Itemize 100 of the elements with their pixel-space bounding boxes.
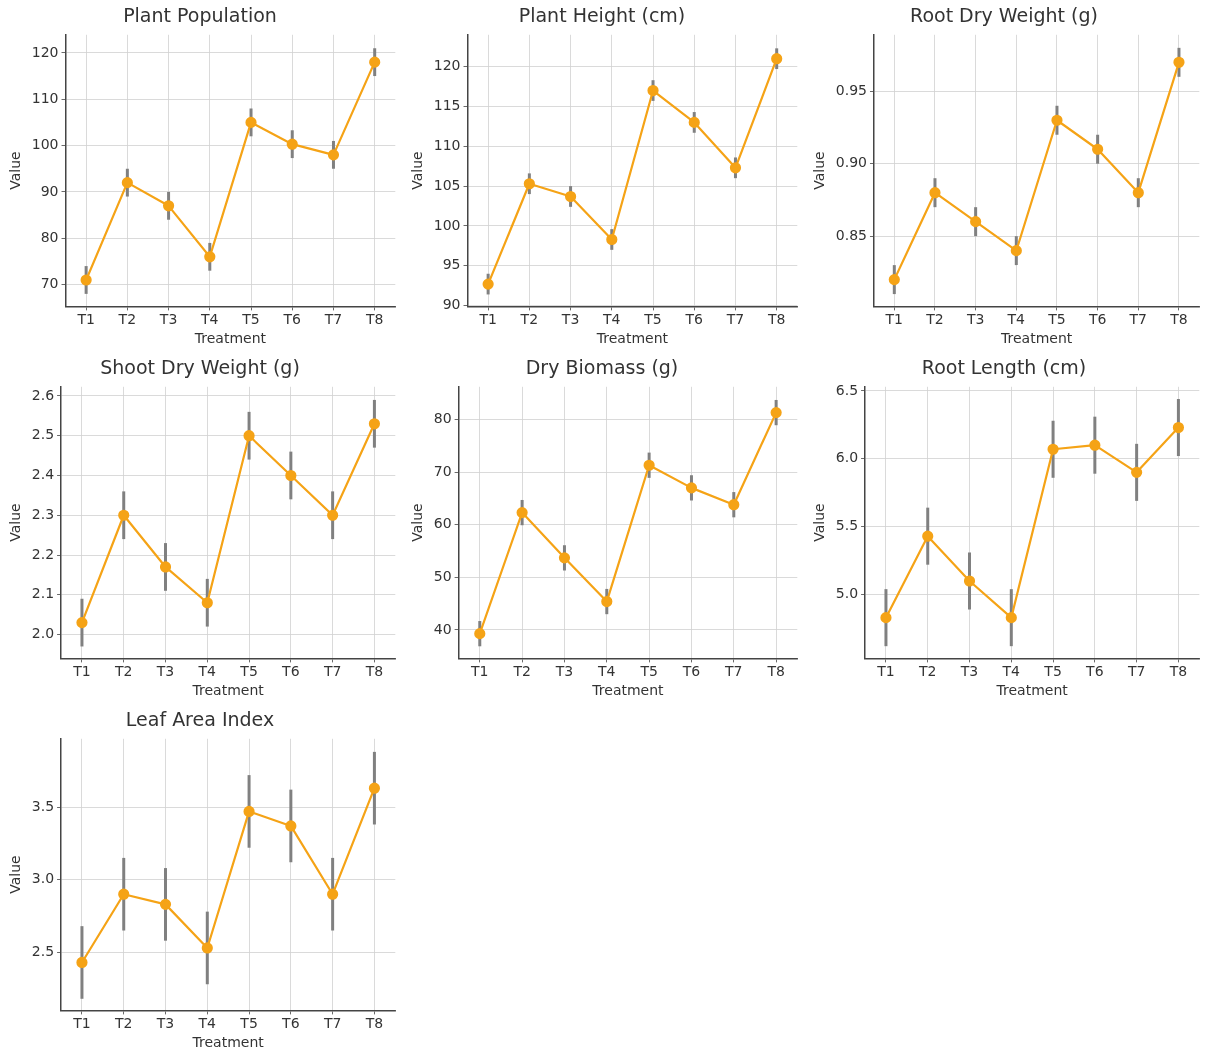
y-axis-title: Value [409,151,426,190]
y-tick-label: 80 [433,410,452,427]
point [643,459,655,471]
y-tick-label: 0.90 [835,154,867,171]
y-tick-label: 2.5 [31,426,55,443]
x-tick-label: T4 [197,1015,217,1032]
y-axis-title: Value [7,151,24,190]
point [243,805,255,818]
y-tick-label: 6.5 [835,381,859,398]
point [1051,114,1063,126]
point [770,406,782,419]
x-tick-label: T4 [602,311,621,328]
x-tick-label: T5 [239,1015,258,1032]
x-tick-label: T7 [323,311,343,328]
point [245,116,257,128]
x-tick-label: T4 [1001,663,1021,680]
y-tick-label: 120 [31,43,59,60]
x-axis-title: Treatment [1000,330,1073,347]
y-axis-title: Value [811,503,828,542]
x-tick-label: T2 [114,1015,133,1032]
y-tick-label: 50 [433,567,452,584]
x-tick-label: T3 [155,1015,175,1032]
x-axis-title: Treatment [191,1034,265,1051]
y-tick-label: 80 [40,228,59,245]
x-tick-label: T8 [1169,311,1188,328]
x-tick-label: T7 [1126,663,1146,680]
point [204,251,216,263]
x-tick-label: T6 [282,311,302,328]
chart-title: Shoot Dry Weight (g) [100,356,300,379]
point [1005,612,1017,624]
point [118,888,130,900]
y-axis-title: Value [7,503,24,542]
y-axis-title: Value [409,503,426,542]
point [1010,245,1022,257]
x-tick-label: T7 [724,663,743,680]
y-tick-label: 2.4 [31,466,55,483]
y-tick-label: 3.0 [31,870,55,887]
point [728,499,740,511]
x-tick-label: T8 [364,663,384,680]
x-tick-label: T1 [76,311,95,328]
x-tick-label: T2 [925,311,944,328]
point [1092,143,1104,155]
y-tick-label: 5.5 [835,517,859,534]
y-tick-label: 2.0 [31,625,55,642]
point [201,942,213,954]
y-tick-label: 2.3 [31,505,55,522]
y-tick-label: 70 [433,462,452,479]
point [888,274,900,286]
x-tick-label: T4 [197,663,217,680]
y-tick-label: 115 [433,97,461,114]
point [201,597,213,609]
x-tick-label: T1 [884,311,904,328]
y-axis-title: Value [811,151,828,190]
x-tick-label: T8 [364,311,384,328]
y-tick-label: 0.85 [835,226,867,243]
x-tick-label: T2 [918,663,937,680]
x-tick-label: T2 [117,311,137,328]
y-tick-label: 120 [433,57,461,74]
x-tick-label: T6 [1087,311,1107,328]
chart-title: Root Dry Weight (g) [910,4,1098,27]
x-tick-label: T4 [597,663,616,680]
point [159,898,172,910]
point [159,561,172,573]
y-tick-label: 40 [433,620,452,637]
point [368,782,381,794]
point [474,628,486,640]
x-tick-label: T3 [959,663,979,680]
point [1172,421,1185,434]
y-tick-label: 90 [40,182,59,199]
x-tick-label: T8 [766,663,785,680]
x-tick-label: T2 [114,663,133,680]
x-tick-label: T1 [72,663,91,680]
point [285,469,297,482]
point [76,956,88,969]
point [771,53,783,65]
x-tick-label: T5 [1047,311,1066,328]
y-tick-label: 70 [40,275,59,292]
x-tick-label: T6 [1085,663,1104,680]
point [368,418,381,430]
y-tick-label: 110 [31,89,59,106]
x-axis-title: Treatment [193,330,267,347]
y-tick-label: 105 [433,176,461,193]
x-tick-label: T8 [364,1015,384,1032]
y-tick-label: 95 [442,256,461,273]
point [482,278,494,290]
x-axis-title: Treatment [595,330,669,347]
point [1089,439,1101,451]
point [922,530,934,542]
x-tick-label: T3 [965,311,985,328]
x-tick-label: T6 [684,311,704,328]
y-tick-label: 2.2 [31,545,55,562]
y-tick-label: 110 [433,136,461,153]
x-tick-label: T1 [478,311,497,328]
x-tick-label: T3 [158,311,178,328]
point [243,430,255,442]
x-tick-label: T6 [281,1015,300,1032]
point [286,138,298,150]
x-tick-label: T3 [155,663,175,680]
y-tick-label: 2.5 [31,942,55,959]
chart-title: Root Length (cm) [921,356,1087,379]
